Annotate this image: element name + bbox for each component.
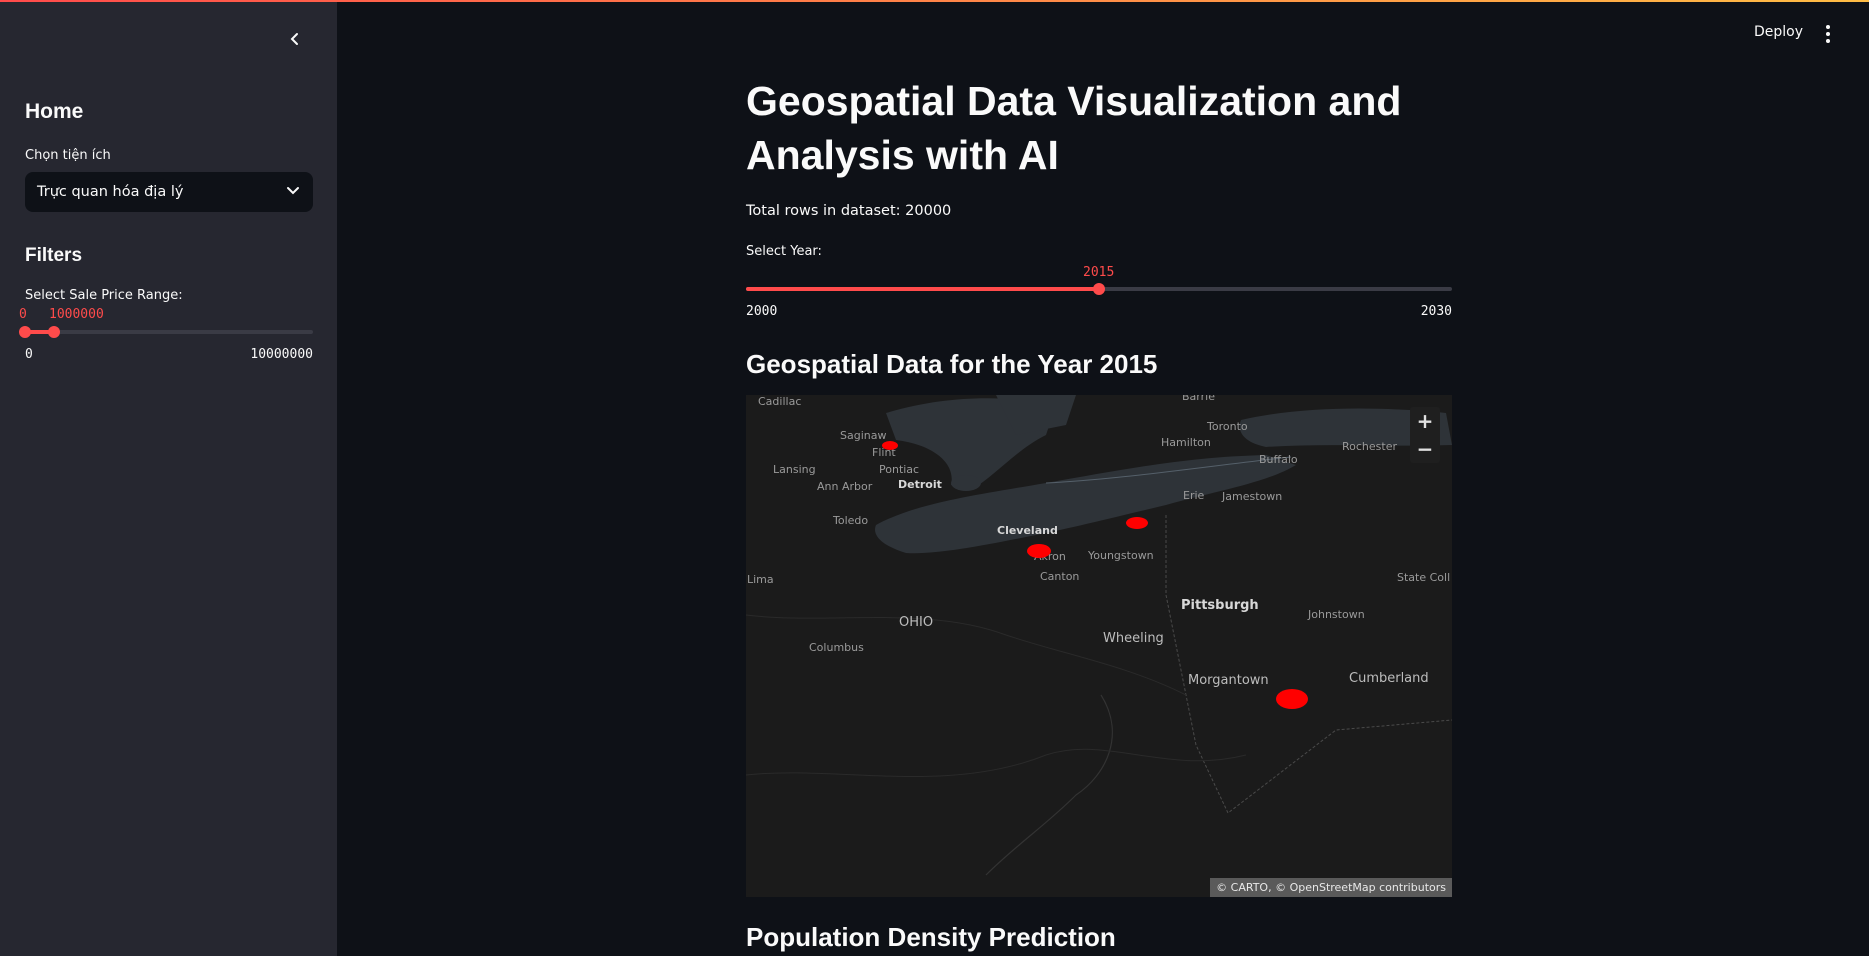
map-attribution[interactable]: © CARTO, © OpenStreetMap contributors	[1210, 878, 1452, 897]
zoom-in-button[interactable]: +	[1416, 409, 1434, 433]
price-max-label: 10000000	[250, 347, 313, 362]
map-label-erie: Erie	[1183, 489, 1205, 502]
year-min-label: 2000	[746, 304, 778, 319]
utility-select[interactable]: Trực quan hóa địa lý	[25, 172, 313, 212]
map-label-pittsburgh: Pittsburgh	[1181, 598, 1259, 613]
map-label-lansing: Lansing	[773, 463, 816, 476]
price-range-low-handle[interactable]	[19, 326, 31, 338]
prediction-heading: Population Density Prediction	[746, 922, 1116, 952]
page-title: Geospatial Data Visualization and Analys…	[746, 78, 1402, 178]
map-zoom-controls: + −	[1410, 407, 1440, 463]
total-rows-text: Total rows in dataset: 20000	[746, 203, 952, 219]
map-label-jamestown: Jamestown	[1222, 490, 1283, 503]
map-label-rochester: Rochester	[1342, 440, 1397, 453]
year-label: Select Year:	[746, 244, 822, 259]
map-label-ohio: OHIO	[899, 615, 934, 630]
map-label-cumberland: Cumberland	[1349, 671, 1429, 686]
map-label-hamilton: Hamilton	[1161, 436, 1211, 449]
chevron-left-icon	[290, 33, 298, 45]
year-max-label: 2030	[1420, 304, 1452, 319]
year-slider[interactable]	[746, 283, 1452, 295]
price-range-high-value: 1000000	[49, 307, 104, 322]
price-range-low-value: 0	[19, 307, 27, 322]
deploy-button[interactable]: Deploy	[1754, 24, 1804, 40]
map-label-saginaw: Saginaw	[840, 429, 887, 442]
chevron-down-icon	[287, 187, 299, 195]
year-slider-fill	[746, 287, 1099, 291]
home-title: Home	[25, 100, 84, 123]
map-basemap	[746, 395, 1452, 876]
year-slider-handle[interactable]	[1093, 283, 1105, 295]
map-data-point[interactable]	[1276, 689, 1308, 709]
map-data-point[interactable]	[1126, 517, 1148, 529]
map-heading: Geospatial Data for the Year 2015	[746, 349, 1158, 379]
map-label-canton: Canton	[1040, 570, 1080, 583]
price-range-high-handle[interactable]	[47, 326, 60, 338]
map-label-toledo: Toledo	[833, 514, 869, 527]
map-label-youngstown: Youngstown	[1088, 549, 1154, 562]
map-label-ann-arbor: Ann Arbor	[817, 480, 873, 493]
map-label-barrie: Barrie	[1182, 395, 1215, 403]
map-label-pontiac: Pontiac	[879, 463, 920, 476]
geospatial-map[interactable]: Cadillac Barrie Saginaw Toronto Flint Ha…	[746, 395, 1452, 897]
map-label-state-college: State Coll	[1397, 571, 1451, 584]
map-label-buffalo: Buffalo	[1259, 453, 1298, 466]
collapse-sidebar-button[interactable]	[284, 28, 306, 50]
map-data-point[interactable]	[882, 441, 898, 450]
more-vertical-icon	[1826, 25, 1830, 29]
price-range-label: Select Sale Price Range:	[25, 288, 183, 303]
map-data-point[interactable]	[1027, 544, 1051, 558]
year-slider-value: 2015	[1083, 265, 1115, 280]
map-label-johnstown: Johnstown	[1308, 608, 1365, 621]
map-label-lima: Lima	[747, 573, 774, 586]
top-decoration	[0, 0, 1869, 2]
filters-title: Filters	[25, 245, 83, 266]
sidebar: Home Chọn tiện ích Trực quan hóa địa lý …	[0, 0, 337, 956]
map-label-columbus: Columbus	[809, 641, 864, 654]
main-menu-button[interactable]	[1820, 24, 1836, 44]
map-label-cadillac: Cadillac	[758, 395, 802, 408]
page-scrollbar[interactable]	[1864, 0, 1869, 956]
utility-select-value: Trực quan hóa địa lý	[37, 184, 184, 200]
price-range-fill	[25, 330, 54, 334]
price-min-label: 0	[25, 347, 33, 362]
price-range-slider[interactable]	[19, 326, 313, 338]
map-label-cleveland: Cleveland	[997, 524, 1058, 537]
map-label-toronto: Toronto	[1207, 420, 1248, 433]
utility-label: Chọn tiện ích	[25, 148, 111, 163]
map-label-morgantown: Morgantown	[1188, 673, 1269, 688]
zoom-out-button[interactable]: −	[1416, 437, 1434, 461]
map-label-wheeling: Wheeling	[1103, 631, 1164, 646]
map-label-detroit: Detroit	[898, 478, 942, 491]
